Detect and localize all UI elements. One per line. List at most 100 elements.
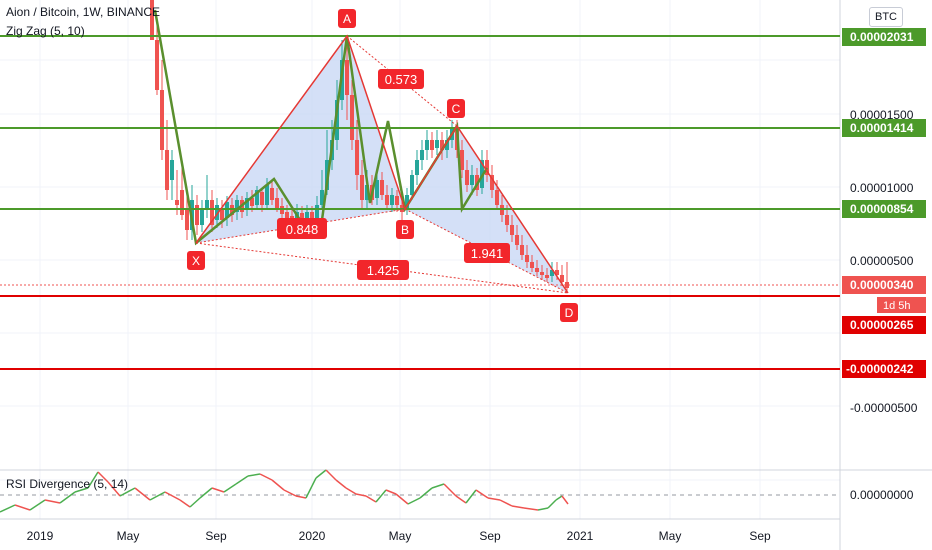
candle-body [150,0,154,40]
pattern-fill-xab [196,36,405,243]
candle-body [180,190,184,215]
point-label-c[interactable]: C [447,99,465,118]
point-label-b[interactable]: B [396,220,414,239]
svg-text:1.425: 1.425 [367,263,400,278]
rsi-segment [134,487,151,501]
symbol-title: Aion / Bitcoin, 1W, BINANCE [6,5,161,19]
price-tag-00000265: 0.00000265 [842,316,926,334]
candle-body [355,140,359,175]
rsi-segment [431,483,445,489]
candle-body [220,208,224,220]
candle-body [215,205,219,220]
svg-text:X: X [192,254,200,268]
candle-body [440,140,444,150]
rsi-segment [247,473,261,477]
ratio-label-1941[interactable]: 1.941 [464,243,510,263]
rsi-segment [87,471,99,489]
svg-text:D: D [565,306,574,320]
price-tag-00001414: 0.00001414 [842,119,926,137]
candle-body [185,210,189,230]
rsi-segment [385,489,397,495]
price-tick-1000: 0.00001000 [850,181,914,195]
rsi-segment [149,491,166,501]
candle-body [365,185,369,200]
rsi-segment [375,489,387,503]
svg-text:0.00000854: 0.00000854 [850,202,914,216]
time-label: May [659,529,682,543]
time-axis: 2019 May Sep 2020 May Sep 2021 May Sep [27,529,771,543]
candle-body [205,200,209,210]
zigzag-line [153,9,489,246]
candle-body [565,282,569,288]
rsi-segment [235,475,249,485]
candle-body [495,190,499,205]
candle-body [300,213,304,220]
point-label-d[interactable]: D [560,303,578,322]
rsi-indicator-title: RSI Divergence (5, 14) [6,477,129,491]
rsi-segment [355,493,367,497]
rsi-segment [511,505,525,509]
rsi-segment [345,487,357,495]
point-label-x[interactable]: X [187,251,205,270]
ratio-label-0573[interactable]: 0.573 [378,69,424,89]
candle-body [255,190,259,205]
candle-body [405,195,409,210]
candle-body [250,198,254,206]
svg-text:B: B [401,223,409,237]
candle-body [520,245,524,255]
rsi-segment [499,499,513,507]
rsi-segment [107,481,121,497]
rsi-segment [179,499,191,508]
svg-text:C: C [452,102,461,116]
candle-body [420,150,424,160]
price-tag-neg00000242: -0.00000242 [842,360,926,378]
candle-body [155,40,159,90]
candle-body [395,196,399,205]
svg-text:A: A [343,12,351,26]
currency-badge[interactable]: BTC [869,7,903,27]
price-tag-last-price: 0.00000340 [842,276,926,294]
candle-body [285,212,289,218]
candle-body [485,160,489,175]
rsi-axis-label: 0.00000000 [850,488,914,502]
candle-body [465,170,469,185]
time-label: May [389,529,412,543]
rsi-segment [335,479,347,489]
rsi-segment [0,504,16,513]
candle-body [200,210,204,225]
candle-body [430,140,434,150]
rsi-segment [315,469,327,479]
candle-body [170,160,174,180]
candle-body [265,185,269,205]
svg-text:-0.00000242: -0.00000242 [846,362,914,376]
rsi-segment [455,495,467,504]
point-label-a[interactable]: A [338,9,356,28]
time-label: 2019 [27,529,54,543]
rsi-segment [119,487,136,497]
candle-body [210,200,214,225]
candle-body [505,215,509,225]
candle-body [315,205,319,218]
svg-text:0.00002031: 0.00002031 [850,30,914,44]
candle-body [195,205,199,225]
candle-body [540,272,544,275]
ratio-label-0848[interactable]: 0.848 [277,218,327,239]
candle-body [165,150,169,190]
candle-body [545,275,549,278]
zigzag-indicator-label: Zig Zag (5, 10) [6,24,85,38]
time-label: 2020 [299,529,326,543]
candle-body [245,198,249,210]
candle-body [175,200,179,205]
rsi-segment [561,495,569,505]
rsi-segment [325,469,337,481]
rsi-segment [271,479,285,491]
candle-body [345,60,349,95]
candle-body [510,225,514,235]
rsi-segment [443,483,457,497]
rsi-segment [14,504,31,511]
ratio-label-1425[interactable]: 1.425 [357,260,409,280]
rsi-segment [29,499,46,511]
rsi-segment [44,499,61,504]
price-tag-00002031: 0.00002031 [842,28,926,46]
